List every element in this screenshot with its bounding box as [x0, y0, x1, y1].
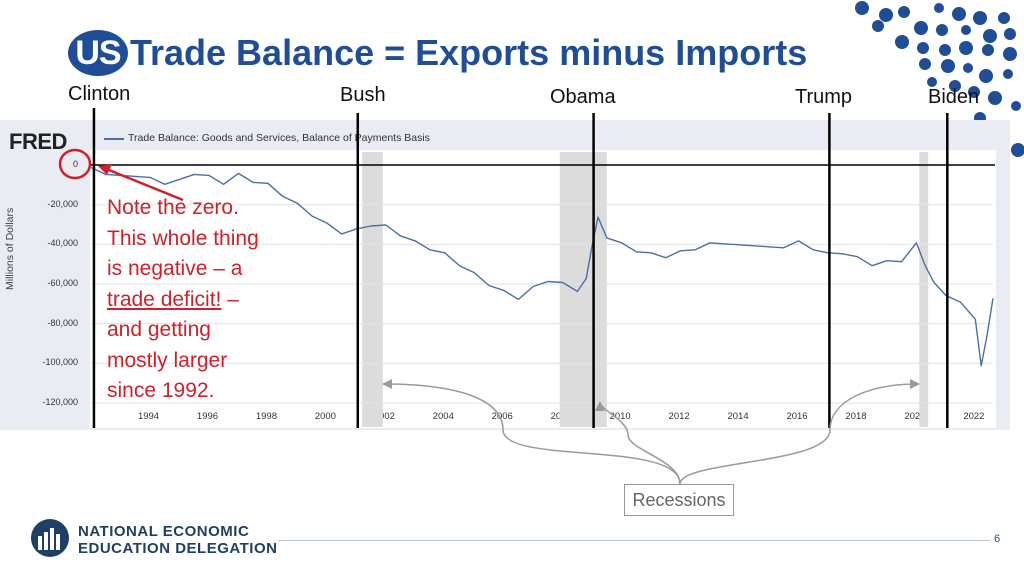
president-label-clinton: Clinton	[68, 83, 131, 105]
x-tick-label: 2000	[314, 411, 336, 422]
note-line: Note the zero.	[107, 196, 239, 219]
recession-band	[559, 152, 607, 427]
y-tick-label: -60,000	[47, 278, 78, 288]
us-badge: US	[68, 30, 128, 76]
decorative-dots	[855, 1, 1024, 157]
x-tick-label: 2022	[963, 411, 985, 422]
footer-divider	[278, 540, 990, 541]
recession-arrow-3	[679, 383, 919, 485]
legend-label: Trade Balance: Goods and Services, Balan…	[128, 132, 430, 144]
need-logo-icon	[31, 519, 69, 557]
note-underlined-text: trade deficit!	[107, 287, 222, 311]
note-line: trade deficit! –	[107, 285, 297, 316]
note-line: This whole thing	[107, 226, 259, 250]
recession-band	[919, 152, 929, 427]
annotation-arrowhead	[98, 164, 112, 175]
recessions-label: Recessions	[624, 484, 734, 516]
slide-title: US Trade Balance = Exports minus Imports	[68, 28, 807, 78]
note-line: mostly larger	[107, 348, 228, 372]
recession-arrowhead-1	[382, 379, 392, 389]
fred-logo: FRED	[9, 129, 67, 154]
legend-swatch	[104, 138, 124, 140]
need-org-name: NATIONAL ECONOMIC EDUCATION DELEGATION	[78, 523, 277, 557]
recession-arrow-1	[382, 383, 681, 485]
annotation-note: Note the zero. This whole thing is negat…	[107, 193, 297, 407]
y-tick-label: -100,000	[42, 357, 78, 368]
recession-arrowhead-3	[910, 379, 920, 389]
note-line: is negative – a	[107, 257, 243, 280]
x-tick-label: 2004	[432, 411, 454, 422]
x-tick-label: 2014	[727, 411, 749, 422]
x-tick-label: 2018	[845, 411, 867, 422]
series-line	[90, 166, 994, 367]
annotation-arrow	[103, 166, 184, 202]
y-tick-label: 0	[72, 159, 78, 169]
x-tick-label: 2016	[786, 411, 808, 422]
org-name-line-1: NATIONAL ECONOMIC	[78, 523, 250, 540]
x-tick-label: 1996	[196, 411, 219, 422]
x-tick-label: 2020	[904, 411, 926, 422]
note-dash: –	[221, 287, 239, 311]
org-name-line-2: EDUCATION DELEGATION	[78, 540, 278, 557]
president-label-biden: Biden	[928, 86, 980, 108]
y-tick-label: -20,000	[47, 198, 78, 209]
y-tick-label: -120,000	[42, 397, 78, 407]
recession-band	[362, 152, 383, 427]
recession-arrow-2	[599, 401, 681, 485]
president-label-obama: Obama	[550, 86, 616, 108]
x-tick-label: 1998	[255, 411, 277, 422]
page-number: 6	[994, 533, 1001, 545]
note-line: since 1992.	[107, 379, 215, 402]
note-line: and getting	[107, 318, 211, 341]
x-tick-label: 2002	[373, 411, 395, 422]
y-tick-label: -80,000	[47, 317, 78, 328]
title-text: Trade Balance = Exports minus Imports	[130, 32, 808, 73]
president-label-bush: Bush	[340, 84, 386, 106]
zero-highlight-circle	[58, 148, 92, 180]
x-tick-label: 2006	[491, 411, 513, 422]
x-tick-label: 1994	[137, 411, 160, 422]
plot-area	[90, 150, 996, 428]
y-tick-label: -40,000	[47, 238, 78, 249]
x-tick-label: 2010	[609, 411, 631, 422]
president-label-trump: Trump	[795, 86, 853, 108]
x-tick-label: 2012	[668, 411, 690, 422]
recession-arrowhead-2	[595, 401, 605, 411]
